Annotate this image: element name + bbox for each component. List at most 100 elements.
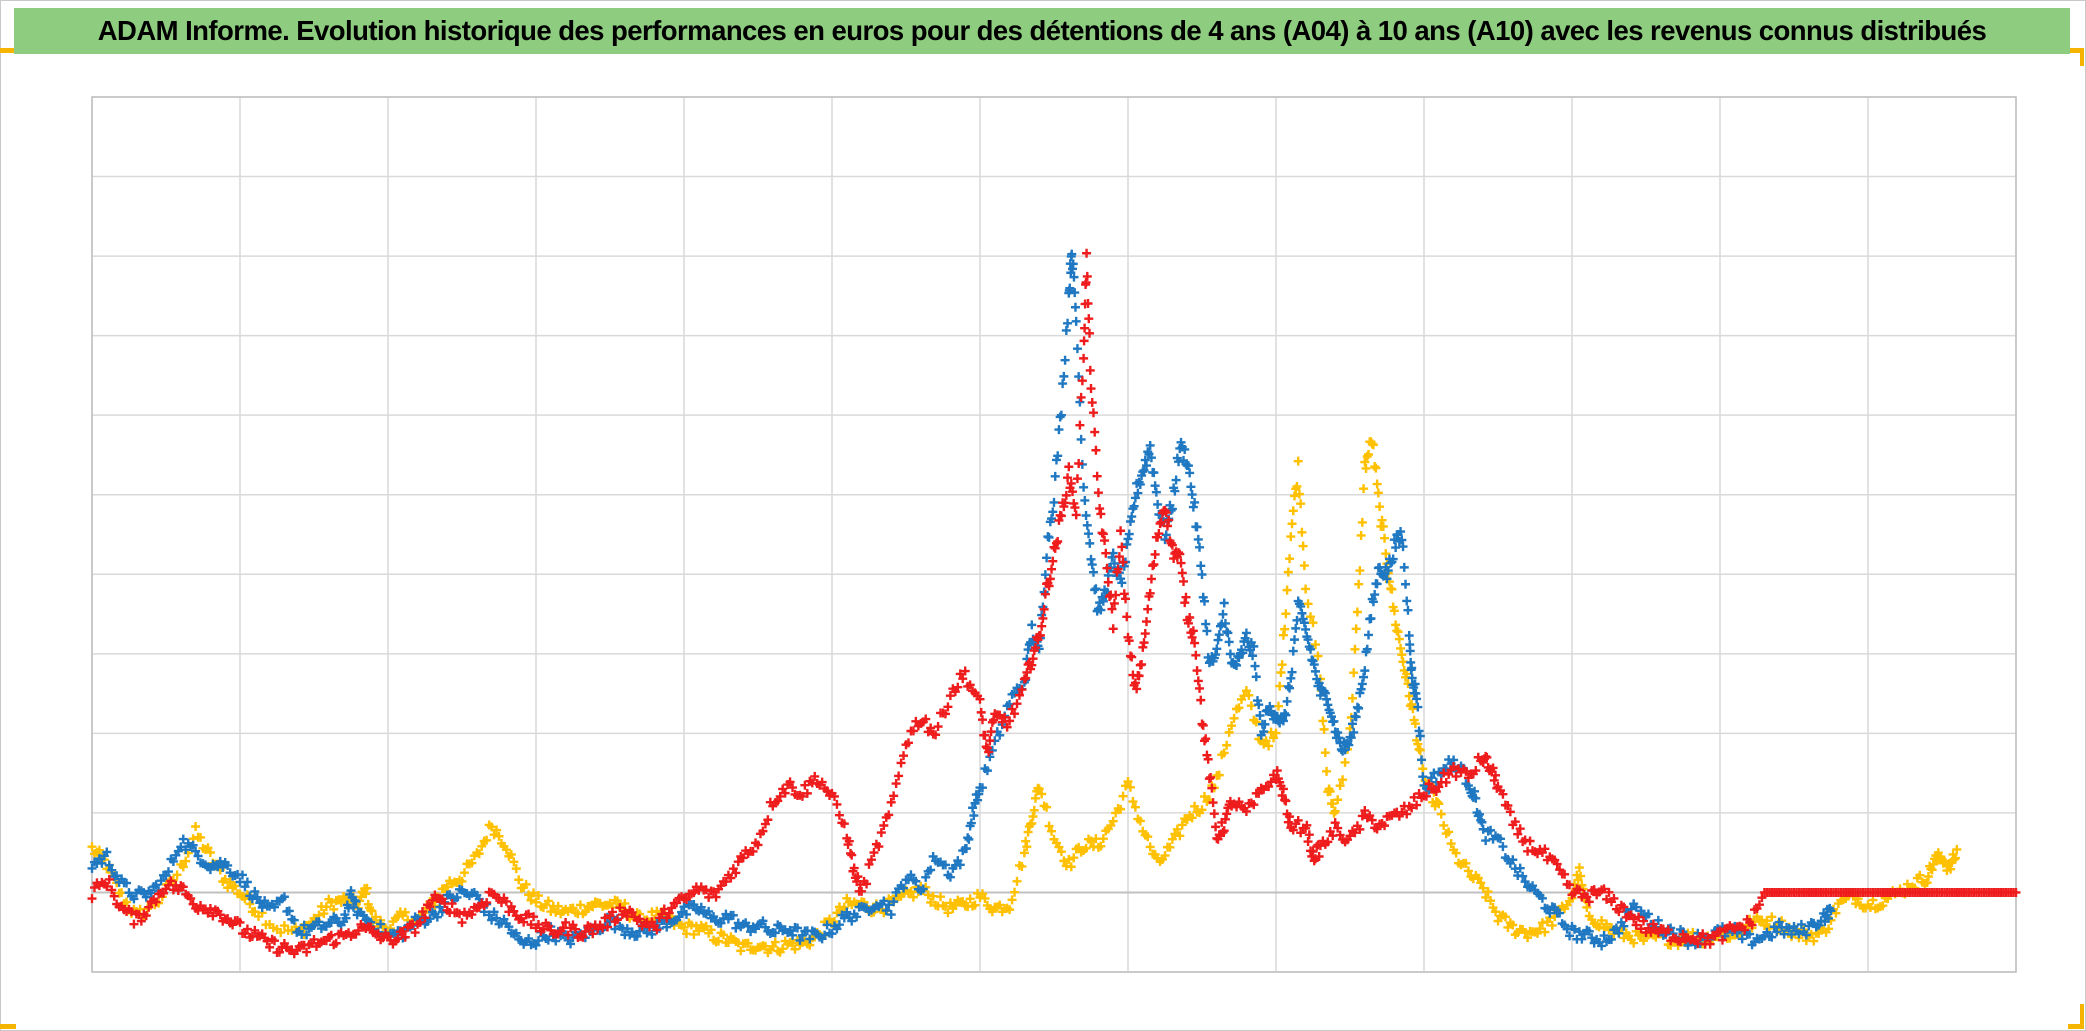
series-3-point (1191, 650, 1201, 660)
series-2-point (1250, 661, 1260, 671)
series-3-point (615, 903, 625, 913)
series-2-point (1515, 863, 1525, 873)
series-1-point (923, 890, 933, 900)
series-3-point (455, 909, 465, 919)
series-3-point (1048, 556, 1058, 566)
series-1-point (1276, 668, 1286, 678)
series-2-point (785, 925, 795, 935)
series-2-point (484, 910, 494, 920)
series-1-point (1098, 834, 1108, 844)
series-2-point (1283, 681, 1293, 691)
series-3-point (1365, 811, 1375, 821)
series-2-point (1396, 527, 1406, 537)
series-1-point (474, 849, 484, 859)
series-1-point (706, 925, 716, 935)
series-3-point (965, 680, 975, 690)
series-1-point (1222, 740, 1232, 750)
series-2-point (348, 902, 358, 912)
series-3-point (1525, 836, 1535, 846)
series-3-point (578, 932, 588, 942)
series-1-point (1313, 651, 1323, 661)
series-2-point (1619, 921, 1629, 931)
series-3-point (506, 902, 516, 912)
series-2-point (1362, 644, 1372, 654)
series-1-point (122, 897, 132, 907)
series-3-point (1360, 806, 1370, 816)
series-2-point (1027, 620, 1037, 630)
series-1-point (1951, 853, 1961, 863)
series-3-point (908, 726, 918, 736)
series-3-point (309, 934, 319, 944)
series-3-point (1002, 722, 1012, 732)
series-3-point (1037, 621, 1047, 631)
series-2-point (1475, 809, 1484, 819)
title-bar: ADAM Informe. Evolution historique des p… (14, 8, 2070, 54)
series-3-point (467, 910, 477, 920)
series-3-point (1198, 720, 1208, 730)
series-2-point (689, 900, 699, 910)
series-1-point (477, 841, 487, 851)
series-2-point (911, 876, 921, 886)
series-3-point (1107, 604, 1117, 614)
series-2-point (1044, 532, 1054, 542)
series-1-point (1298, 541, 1308, 551)
series-1-point (336, 897, 346, 907)
series-3-point (141, 911, 151, 921)
series-2-point (728, 910, 738, 920)
series-1-point (1086, 836, 1096, 846)
series-1-point (832, 908, 842, 918)
series-1-point (250, 907, 260, 917)
series-2-point (716, 918, 726, 928)
series-2-point (1299, 618, 1309, 628)
series-2-point (1364, 630, 1373, 640)
series-3-point (1488, 763, 1498, 773)
series-1-point (1540, 927, 1550, 937)
series-2-point (1187, 490, 1197, 500)
series-2-point (1151, 487, 1161, 497)
series-2-point (964, 834, 974, 844)
series-3-point (1333, 823, 1343, 833)
series-2-point (709, 912, 719, 922)
series-3-point (1241, 806, 1251, 816)
series-3-point (869, 848, 879, 858)
series-2-point (1402, 596, 1412, 606)
series-3-point (533, 919, 543, 929)
series-1-point (1241, 686, 1251, 696)
series-1-point (1372, 479, 1382, 489)
series-3-point (1156, 517, 1166, 527)
series-3-point (1066, 478, 1076, 488)
series-2-point (1286, 673, 1296, 683)
series-1-point (1486, 896, 1496, 906)
series-1-point (588, 902, 598, 912)
series-1-point (1387, 584, 1397, 594)
series-3-point (1116, 526, 1126, 536)
series-2-point (1075, 397, 1085, 407)
series-3-point (570, 924, 580, 934)
series-1-point (1378, 521, 1388, 531)
series-1-point (1034, 784, 1044, 794)
series-1-point (1294, 489, 1304, 499)
series-3-point (1441, 777, 1451, 787)
series-2-point (968, 803, 978, 813)
series-1-point (1064, 854, 1074, 864)
series-3-point (1285, 812, 1295, 822)
series-3-point (1061, 490, 1071, 500)
series-3-point (1142, 617, 1151, 627)
series-3-point (899, 751, 909, 761)
series-3-point (775, 791, 785, 801)
series-2-point (1599, 931, 1609, 941)
series-1-point (506, 849, 516, 859)
series-1-point (965, 894, 975, 904)
series-2-point (1251, 672, 1261, 682)
series-3-point (1634, 912, 1644, 922)
series-2-point (1292, 615, 1302, 625)
series-1-point (1915, 870, 1925, 880)
series-2-point (1498, 842, 1508, 852)
series-1-point (1297, 527, 1307, 537)
series-3-point (1100, 536, 1110, 546)
series-1-point (526, 895, 536, 905)
series-1-point (225, 877, 235, 887)
series-2-point (647, 929, 657, 939)
series-1-point (1308, 618, 1318, 628)
series-1-point (1310, 640, 1320, 650)
